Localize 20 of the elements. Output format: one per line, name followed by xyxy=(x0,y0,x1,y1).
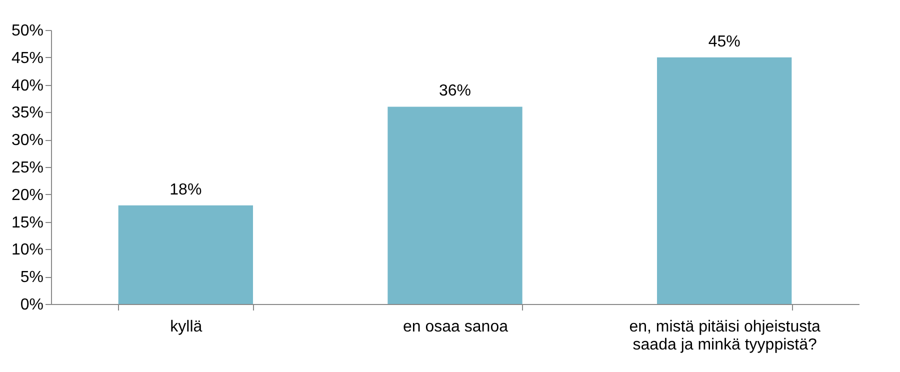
data-label: 18% xyxy=(170,181,202,198)
x-tick-label: en osaa sanoa xyxy=(403,318,508,336)
data-label: 36% xyxy=(438,82,472,100)
bar xyxy=(388,106,522,304)
y-tick-label: 50% xyxy=(11,22,44,40)
x-tick-label: kyllä xyxy=(170,318,202,336)
bar xyxy=(657,57,792,304)
data-label: 45% xyxy=(708,33,740,50)
y-tick-label: 20% xyxy=(11,186,44,204)
y-tick-label: 10% xyxy=(11,242,44,259)
y-tick-label: 35% xyxy=(11,104,44,122)
y-tick-label: 40% xyxy=(11,77,44,94)
y-tick-label: 25% xyxy=(11,160,44,176)
y-tick-label: 5% xyxy=(20,269,44,286)
x-tick-label: en, mistä pitäisi ohjeistusta saada ja minkä tyyppistä? xyxy=(629,318,821,354)
y-tick-label: 30% xyxy=(11,132,44,150)
y-tick-label: 15% xyxy=(11,214,44,232)
bar xyxy=(118,205,253,304)
y-tick-label: 45% xyxy=(11,50,44,67)
y-tick-label: 0% xyxy=(20,296,44,314)
